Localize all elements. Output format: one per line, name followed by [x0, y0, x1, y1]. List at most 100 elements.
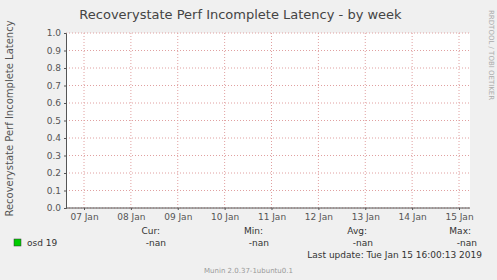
y-tick: 1.0: [47, 28, 66, 38]
x-tick-mark: [459, 208, 460, 210]
x-tick-label: 10 Jan: [211, 212, 239, 222]
y-grid-line: [66, 155, 470, 156]
x-tick: 12 Jan: [305, 208, 333, 222]
y-tick-mark: [64, 103, 66, 104]
y-tick: 0.8: [47, 63, 66, 73]
x-tick-label: 08 Jan: [117, 212, 145, 222]
y-tick: 0.6: [47, 98, 66, 108]
x-tick: 08 Jan: [117, 208, 145, 222]
watermark: RRDTOOL / TOBI OETIKER: [487, 10, 495, 100]
y-grid-line: [66, 173, 470, 174]
x-tick: 11 Jan: [258, 208, 286, 222]
y-axis: 0.0 0.1 0.2 0.3 0.4 0.5 0.6 0.7 0.8 0.9 1.0: [47, 28, 67, 213]
x-tick: 10 Jan: [211, 208, 239, 222]
y-tick-mark: [64, 51, 66, 52]
x-grid-line: [177, 33, 178, 208]
x-grid-line: [271, 33, 272, 208]
legend-stat-label: Min:: [244, 226, 263, 236]
last-update: Last update: Tue Jan 15 16:00:13 2019: [307, 250, 482, 260]
x-grid-line: [224, 33, 225, 208]
legend-stat-value: -nan: [146, 238, 166, 248]
y-tick-label: 0.6: [47, 98, 62, 108]
x-tick-mark: [412, 208, 413, 210]
x-tick-mark: [178, 208, 179, 210]
x-tick-label: 07 Jan: [70, 212, 98, 222]
y-tick: 0.9: [47, 46, 66, 56]
x-grid-line: [459, 33, 460, 208]
y-tick-mark: [64, 68, 66, 69]
plot-area: [66, 33, 470, 208]
x-tick-mark: [131, 208, 132, 210]
y-axis-title: Recoverystate Perf Incomplete Latency: [4, 20, 15, 216]
x-grid-line: [365, 33, 366, 208]
y-tick: 0.3: [47, 151, 66, 161]
x-tick-label: 11 Jan: [258, 212, 286, 222]
title: Recoverystate Perf Incomplete Latency - …: [79, 7, 402, 22]
y-tick-label: 0.2: [47, 168, 61, 178]
legend-label: osd 19: [27, 238, 57, 248]
y-grid-line: [66, 190, 470, 191]
legend-stat-value: -nan: [457, 238, 477, 248]
y-tick-mark: [64, 191, 66, 192]
grid: [66, 33, 470, 208]
x-tick-label: 13 Jan: [352, 212, 380, 222]
y-grid-line: [66, 208, 470, 209]
y-tick-label: 0.7: [47, 81, 61, 91]
y-grid-line: [66, 120, 470, 121]
y-tick-mark: [64, 86, 66, 87]
y-tick-label: 0.1: [47, 186, 61, 196]
legend-swatch: [14, 239, 21, 246]
y-tick: 0.1: [47, 186, 66, 196]
y-tick-label: 0.3: [47, 151, 61, 161]
x-tick-label: 14 Jan: [399, 212, 427, 222]
y-tick-label: 0.5: [47, 116, 61, 126]
y-tick: 0.0: [47, 203, 66, 213]
y-grid-line: [66, 85, 470, 86]
credit: Munin 2.0.37-1ubuntu0.1: [204, 267, 293, 275]
x-tick: 13 Jan: [352, 208, 380, 222]
y-tick-mark: [64, 33, 66, 34]
x-tick: 09 Jan: [164, 208, 192, 222]
y-grid-line: [66, 33, 470, 34]
x-axis-line: [66, 208, 470, 209]
y-grid-line: [66, 138, 470, 139]
legend-stat-label: Cur:: [141, 226, 160, 236]
y-tick-mark: [64, 121, 66, 122]
y-tick: 0.7: [47, 81, 66, 91]
y-tick-mark: [64, 138, 66, 139]
x-tick-mark: [225, 208, 226, 210]
x-grid-line: [130, 33, 131, 208]
x-tick-label: 09 Jan: [164, 212, 192, 222]
x-tick: 15 Jan: [445, 208, 473, 222]
x-tick-mark: [84, 208, 85, 210]
y-grid-line: [66, 103, 470, 104]
chart: 0.00.10.20.30.40.50.60.70.80.91.007 Jan0…: [0, 0, 497, 280]
y-tick-label: 0.9: [47, 46, 62, 56]
x-tick-mark: [318, 208, 319, 210]
y-tick-label: 0.0: [47, 203, 62, 213]
y-tick: 0.2: [47, 168, 66, 178]
legend-stat-value: -nan: [249, 238, 269, 248]
legend-stat-label: Max:: [449, 226, 471, 236]
x-grid-line: [412, 33, 413, 208]
x-tick-mark: [272, 208, 273, 210]
legend-stat-value: -nan: [353, 238, 373, 248]
x-grid-line: [318, 33, 319, 208]
y-axis-line: [64, 34, 67, 209]
x-grid-line: [84, 33, 85, 208]
x-tick-label: 12 Jan: [305, 212, 333, 222]
y-grid-line: [66, 68, 470, 69]
x-tick-mark: [365, 208, 366, 210]
y-tick: 0.5: [47, 116, 66, 126]
y-tick-mark: [64, 208, 66, 209]
x-tick-label: 15 Jan: [445, 212, 473, 222]
y-grid-line: [66, 50, 470, 51]
y-tick-label: 0.4: [47, 133, 62, 143]
y-tick-mark: [64, 173, 66, 174]
y-tick-mark: [64, 156, 66, 157]
x-tick: 07 Jan: [70, 208, 98, 222]
y-tick-label: 1.0: [47, 28, 62, 38]
x-axis: 07 Jan 08 Jan 09 Jan 10 Jan 11 Jan 12 Jan 13 J…: [66, 208, 474, 222]
background: [0, 0, 497, 280]
legend-stat-label: Avg:: [347, 226, 367, 236]
